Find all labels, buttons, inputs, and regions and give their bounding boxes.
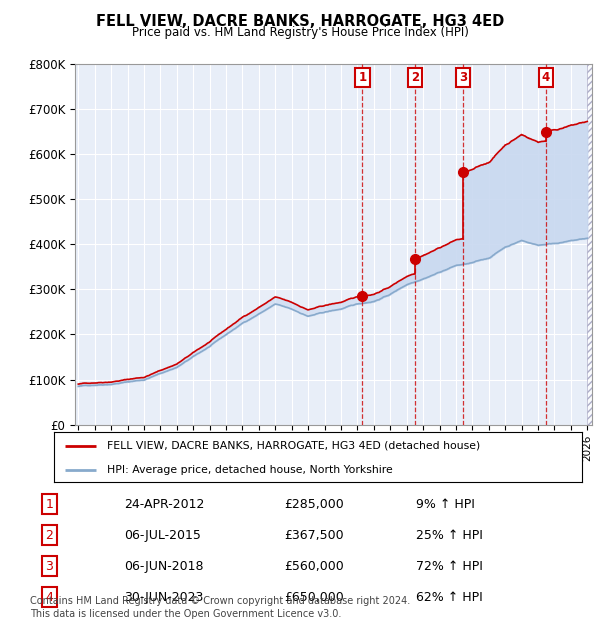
Text: 2: 2: [411, 71, 419, 84]
Text: 1: 1: [46, 498, 53, 510]
Text: 06-JUN-2018: 06-JUN-2018: [124, 560, 203, 572]
Text: 25% ↑ HPI: 25% ↑ HPI: [416, 529, 483, 541]
Text: 3: 3: [459, 71, 467, 84]
Text: 1: 1: [358, 71, 367, 84]
Text: HPI: Average price, detached house, North Yorkshire: HPI: Average price, detached house, Nort…: [107, 464, 392, 475]
Text: £650,000: £650,000: [284, 591, 344, 603]
Text: 3: 3: [46, 560, 53, 572]
Text: 06-JUL-2015: 06-JUL-2015: [124, 529, 201, 541]
Text: 72% ↑ HPI: 72% ↑ HPI: [416, 560, 483, 572]
Text: FELL VIEW, DACRE BANKS, HARROGATE, HG3 4ED: FELL VIEW, DACRE BANKS, HARROGATE, HG3 4…: [96, 14, 504, 29]
Text: 4: 4: [542, 71, 550, 84]
Text: £560,000: £560,000: [284, 560, 344, 572]
Text: Price paid vs. HM Land Registry's House Price Index (HPI): Price paid vs. HM Land Registry's House …: [131, 26, 469, 39]
Text: FELL VIEW, DACRE BANKS, HARROGATE, HG3 4ED (detached house): FELL VIEW, DACRE BANKS, HARROGATE, HG3 4…: [107, 441, 480, 451]
Text: Contains HM Land Registry data © Crown copyright and database right 2024.
This d: Contains HM Land Registry data © Crown c…: [30, 596, 410, 619]
Text: 30-JUN-2023: 30-JUN-2023: [124, 591, 203, 603]
Text: 4: 4: [46, 591, 53, 603]
Text: £367,500: £367,500: [284, 529, 344, 541]
Text: 24-APR-2012: 24-APR-2012: [124, 498, 204, 510]
Text: £285,000: £285,000: [284, 498, 344, 510]
Text: 2: 2: [46, 529, 53, 541]
Text: 9% ↑ HPI: 9% ↑ HPI: [416, 498, 475, 510]
Text: 62% ↑ HPI: 62% ↑ HPI: [416, 591, 483, 603]
